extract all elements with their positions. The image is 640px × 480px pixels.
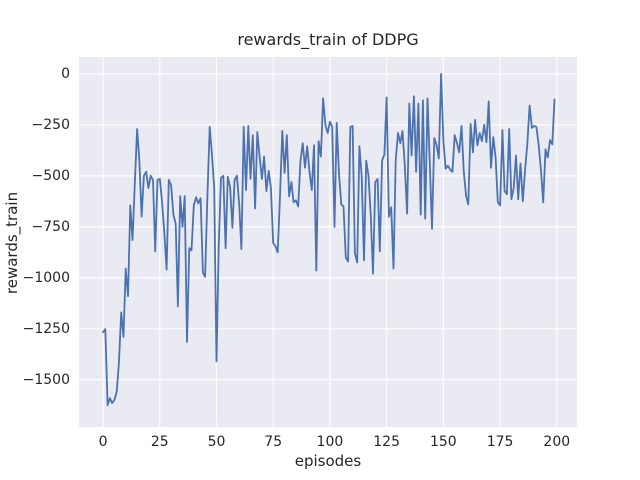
y-tick-label: −1500	[22, 371, 70, 388]
grid-lines	[79, 57, 577, 427]
x-tick-label: 200	[543, 434, 571, 450]
plot-area	[79, 57, 577, 427]
x-tick-label: 75	[264, 434, 283, 450]
y-tick-label: −500	[31, 167, 70, 184]
line-chart-canvas	[79, 57, 577, 427]
x-axis-title: episodes	[294, 452, 362, 470]
x-tick-label: 25	[150, 434, 169, 450]
x-tick-label: 100	[316, 434, 344, 450]
x-tick-label: 0	[98, 434, 108, 450]
x-tick-label: 125	[373, 434, 400, 450]
y-tick-label: −750	[31, 218, 70, 235]
x-tick-label: 175	[486, 434, 514, 450]
chart-title: rewards_train of DDPG	[237, 30, 419, 49]
y-tick-label: −1000	[22, 269, 70, 286]
y-tick-label: 0	[61, 65, 70, 82]
rewards-train-line	[102, 72, 556, 407]
y-tick-label: −250	[31, 116, 70, 133]
y-tick-label: −1250	[22, 320, 70, 337]
x-tick-label: 150	[429, 434, 457, 450]
x-tick-label: 50	[207, 434, 226, 450]
